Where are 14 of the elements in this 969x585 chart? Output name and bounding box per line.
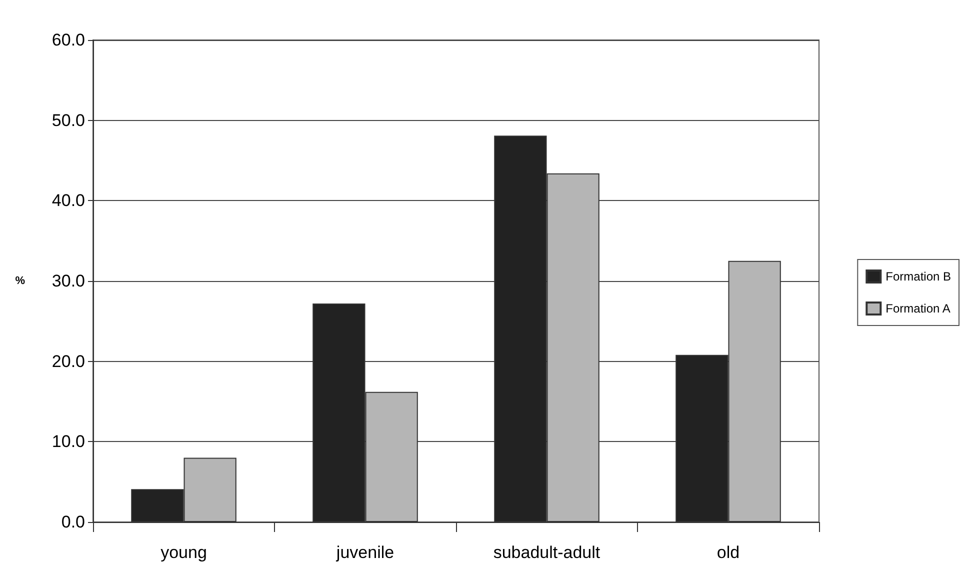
y-tick-label: 20.0	[52, 352, 85, 371]
y-tick-label: 60.0	[52, 30, 85, 50]
x-tick-label: old	[716, 543, 740, 562]
x-tick-label: juvenile	[335, 543, 394, 562]
legend-label: Formation A	[886, 302, 950, 316]
x-tick-label: subadult-adult	[493, 543, 600, 562]
y-tick-label: 10.0	[52, 432, 85, 452]
y-axis-title: %	[15, 275, 26, 287]
y-tick-label: 50.0	[52, 110, 85, 130]
y-tick-label: 0.0	[61, 512, 85, 532]
y-tick-label: 30.0	[52, 272, 85, 290]
x-tick-label: young	[160, 543, 207, 562]
legend-label: Formation B	[886, 270, 952, 284]
y-tick-label: 40.0	[52, 191, 85, 210]
